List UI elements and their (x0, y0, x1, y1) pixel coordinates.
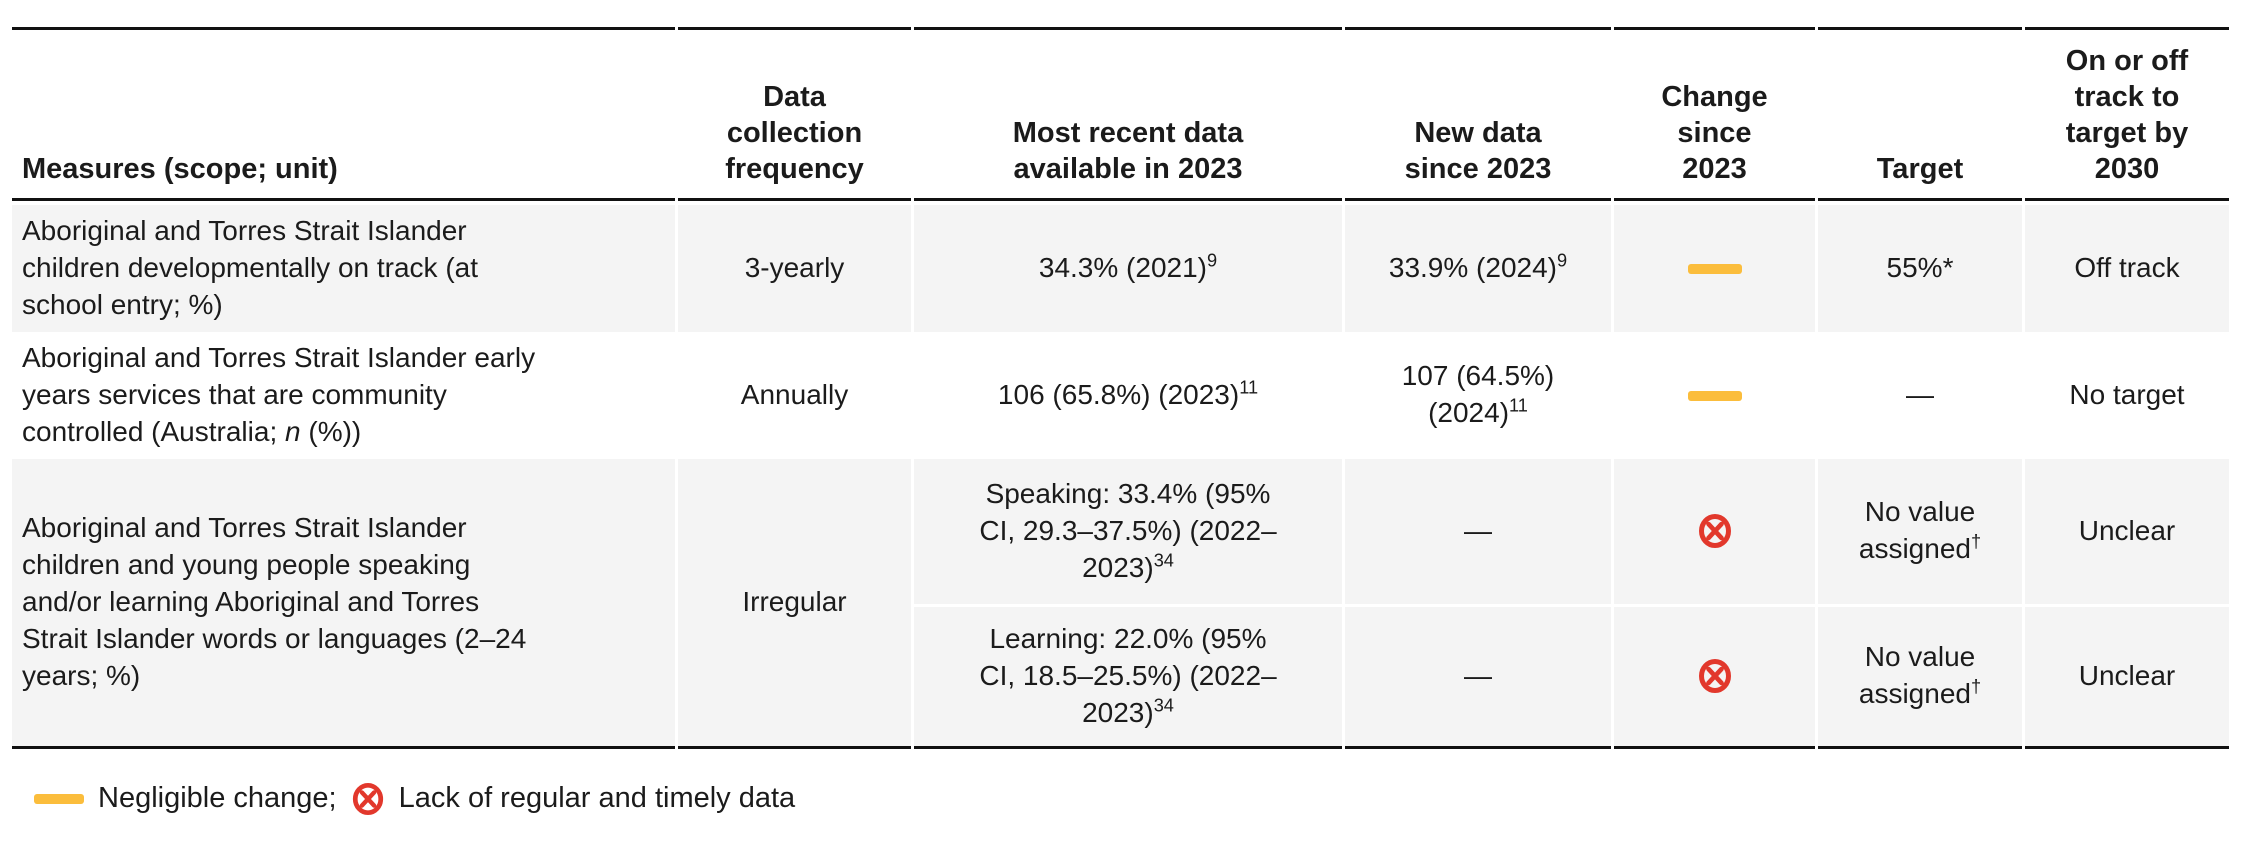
header-row: Measures (scope; unit) Data collection f… (12, 27, 2229, 201)
dagger-superscript: † (1970, 676, 1982, 697)
lack-of-data-circled-x-icon (352, 782, 383, 815)
table-row: Learning: 22.0% (95% CI, 18.5–25.5%) (20… (12, 603, 2229, 749)
track-cell: No target (2069, 378, 2185, 410)
reference-superscript: 9 (1206, 250, 1218, 271)
most-recent-value: 106 (65.8%) (2023) (997, 378, 1240, 410)
column-header-change: Change since 2023 (1614, 27, 1815, 201)
column-header-label: Most recent data available in 2023 (1012, 116, 1244, 185)
measure-text: Aboriginal and Torres Strait Islander ch… (22, 511, 527, 691)
track-cell: Off track (2025, 200, 2229, 332)
change-cell (1614, 200, 1815, 332)
legend: Negligible change; Lack of regular and t… (34, 781, 2259, 817)
frequency-cell: Irregular (678, 458, 911, 749)
most-recent-cell: 106 (65.8%) (2023)11 (914, 332, 1342, 459)
target-cell: — (1906, 378, 1934, 410)
measure-text-italic-n: n (285, 415, 301, 447)
table-row: Aboriginal and Torres Strait Islander ch… (12, 200, 2229, 332)
column-header-label: Measures (scope; unit) (22, 152, 338, 185)
change-cell (1614, 332, 1815, 459)
frequency-cell: 3-yearly (678, 200, 911, 332)
measures-table: Measures (scope; unit) Data collection f… (9, 27, 2232, 749)
change-cell (1614, 603, 1815, 749)
target-cell: No value assigned† (1818, 458, 2022, 604)
lack-of-data-circled-x-icon (1698, 659, 1731, 694)
most-recent-cell: Learning: 22.0% (95% CI, 18.5–25.5%) (20… (914, 603, 1342, 749)
new-data-value: 33.9% (2024) (1388, 251, 1557, 283)
measure-text-part: (%)) (300, 415, 362, 447)
reference-superscript: 11 (1239, 377, 1259, 398)
column-header-target: Target (1818, 27, 2022, 201)
track-cell: Unclear (2025, 458, 2229, 604)
reference-superscript: 9 (1556, 250, 1568, 271)
legend-lack-label: Lack of regular and timely data (398, 782, 796, 815)
frequency-cell: Annually (740, 378, 849, 410)
most-recent-value: Learning: 22.0% (95% CI, 18.5–25.5%) (20… (979, 622, 1277, 728)
column-header-label: On or off track to target by 2030 (2065, 45, 2189, 185)
change-cell (1614, 458, 1815, 604)
measure-text: Aboriginal and Torres Strait Islander ea… (22, 340, 544, 451)
target-value: No value assigned (1858, 641, 1976, 710)
reference-superscript: 34 (1153, 550, 1174, 571)
negligible-change-dash-icon (34, 793, 84, 804)
target-cell: 55%* (1818, 200, 2022, 332)
table-row: Aboriginal and Torres Strait Islander ch… (12, 458, 2229, 749)
negligible-change-dash-icon (1687, 391, 1742, 402)
column-header-label: New data since 2023 (1404, 116, 1552, 185)
negligible-change-dash-icon (1687, 264, 1742, 275)
measure-cell: Aboriginal and Torres Strait Islander ch… (12, 458, 675, 749)
new-data-cell: 107 (64.5%) (2024)11 (1345, 332, 1611, 459)
new-data-cell: — (1345, 458, 1611, 604)
measure-cell: Aboriginal and Torres Strait Islander ch… (12, 200, 675, 332)
reference-superscript: 11 (1509, 395, 1528, 416)
column-header-new-data: New data since 2023 (1345, 27, 1611, 201)
track-cell: Unclear (2025, 603, 2229, 749)
legend-negligible-label: Negligible change; (98, 782, 337, 815)
column-header-label: Change since 2023 (1661, 80, 1768, 185)
new-data-cell: 33.9% (2024)9 (1345, 200, 1611, 332)
new-data-cell: — (1345, 603, 1611, 749)
column-header-track: On or off track to target by 2030 (2025, 27, 2229, 201)
column-header-most-recent: Most recent data available in 2023 (914, 27, 1342, 201)
measure-text-part: Aboriginal and Torres Strait Islander ea… (22, 341, 536, 447)
most-recent-value: 34.3% (2021) (1038, 251, 1207, 283)
column-header-label: Target (1876, 152, 1964, 185)
new-data-value: 107 (64.5%) (2024)11 (1401, 360, 1555, 429)
column-header-label: Data collection frequency (725, 80, 864, 185)
measure-cell: Aboriginal and Torres Strait Islander ea… (12, 332, 675, 459)
table-row: Aboriginal and Torres Strait Islander ea… (12, 332, 2229, 459)
lack-of-data-circled-x-icon (1698, 514, 1731, 549)
dagger-superscript: † (1970, 531, 1982, 552)
column-header-frequency: Data collection frequency (678, 27, 911, 201)
column-header-measures: Measures (scope; unit) (12, 27, 675, 201)
most-recent-cell: 34.3% (2021)9 (914, 200, 1342, 332)
reference-superscript: 34 (1153, 695, 1174, 716)
measure-text: Aboriginal and Torres Strait Islander ch… (22, 214, 479, 320)
target-value: No value assigned (1858, 496, 1976, 565)
most-recent-value: Speaking: 33.4% (95% CI, 29.3–37.5%) (20… (979, 477, 1277, 583)
target-cell: No value assigned† (1818, 603, 2022, 749)
most-recent-cell: Speaking: 33.4% (95% CI, 29.3–37.5%) (20… (914, 458, 1342, 604)
